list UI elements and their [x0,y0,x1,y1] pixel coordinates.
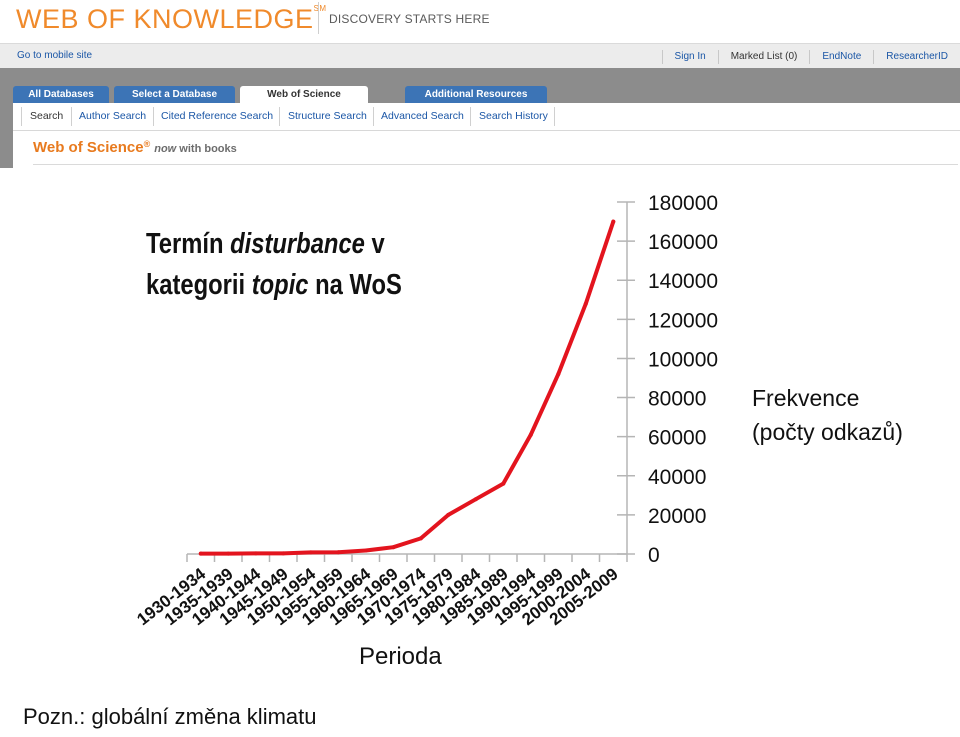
data-point [308,550,313,555]
mobile-site-link[interactable]: Go to mobile site [17,50,93,61]
endnote-link[interactable]: EndNote [809,49,873,64]
x-axis-ticks: 1930-19341935-19391940-19441945-19491950… [133,554,628,629]
subnav-structure-search[interactable]: Structure Search [288,110,367,122]
subnav-divider [21,107,22,126]
y-axis-label: Frekvence (počty odkazů) [752,385,903,445]
y-tick-label: 160000 [648,231,718,254]
top-links: Sign In Marked List (0) EndNote Research… [661,44,960,69]
data-point [473,497,478,502]
chart-title: Termín disturbance v kategorii topic na … [146,228,402,301]
y-tick-label: 0 [648,544,660,567]
data-point [501,481,506,486]
logo-divider [318,2,319,34]
tab-all-databases[interactable]: All Databases [13,86,109,103]
subnav-divider [470,107,471,126]
subnav-divider [153,107,154,126]
data-point [611,219,616,224]
y-tick-label: 40000 [648,466,706,489]
subnav-divider [71,107,72,126]
footnote: Pozn.: globální změna klimatu [23,704,317,729]
y-tick-label: 100000 [648,348,718,371]
subnav-advanced-search[interactable]: Advanced Search [381,110,464,122]
data-point [198,551,203,556]
data-point [281,551,286,556]
web-of-science-title: Web of Science® now with books [33,139,237,156]
y-tick-label: 120000 [648,309,718,332]
data-point [446,512,451,517]
marked-list-link[interactable]: Marked List (0) [717,49,810,64]
subnav-search-history[interactable]: Search History [479,110,548,122]
left-grey-strip [0,103,13,168]
tab-additional-resources[interactable]: Additional Resources [405,86,547,103]
title-rule [33,164,958,165]
y-axis-ticks: 0 20000 40000 60000 80000 100000 120000 140000 1… [617,192,718,567]
x-axis-label: Perioda [359,643,442,670]
search-subnav: Search Author Search Cited Reference Sea… [13,103,960,131]
tab-bar: All Databases Select a Database Web of S… [0,68,960,104]
top-bar: Go to mobile site Sign In Marked List (0… [0,43,960,69]
subnav-divider [554,107,555,126]
data-point [363,548,368,553]
data-point [528,432,533,437]
subnav-cited-reference-search[interactable]: Cited Reference Search [161,110,274,122]
subnav-divider [279,107,280,126]
tab-web-of-science[interactable]: Web of Science [240,86,368,104]
data-point [253,551,258,556]
data-point [583,301,588,306]
tab-select-database[interactable]: Select a Database [114,86,235,103]
chart-axes [187,202,628,555]
subnav-divider [373,107,374,126]
subnav-search[interactable]: Search [30,110,64,122]
data-point [418,536,423,541]
subnav-author-search[interactable]: Author Search [79,110,147,122]
tagline: DISCOVERY STARTS HERE [329,12,490,26]
series-line-group [198,219,616,556]
series-line [198,219,616,556]
data-point [556,372,561,377]
web-of-knowledge-logo[interactable]: WEB OF KNOWLEDGESM [16,4,327,34]
data-point [226,551,231,556]
y-tick-label: 20000 [648,505,706,528]
wok-header: WEB OF KNOWLEDGESM DISCOVERY STARTS HERE… [0,0,960,168]
researcherid-link[interactable]: ResearcherID [873,49,960,64]
y-tick-label: 180000 [648,192,718,215]
data-point [391,545,396,550]
y-tick-label: 140000 [648,270,718,293]
sign-in-link[interactable]: Sign In [661,49,718,64]
data-point [336,550,341,555]
y-tick-label: 60000 [648,427,706,450]
y-tick-label: 80000 [648,388,706,411]
